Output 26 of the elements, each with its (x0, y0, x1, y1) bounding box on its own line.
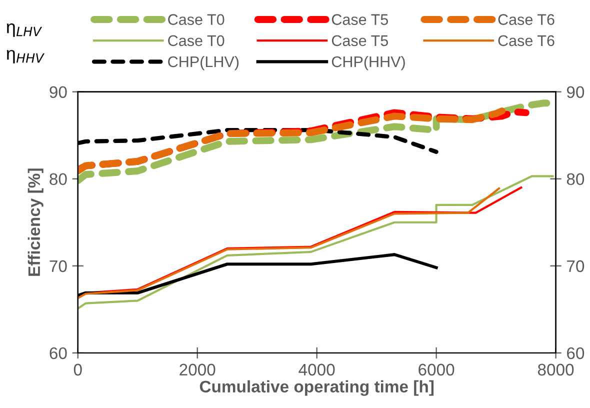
legend-label: Case T0 (168, 35, 224, 46)
y2-tick-label: 60 (567, 347, 584, 360)
text: η$_{LHV}$ (6, 23, 42, 37)
legend-label: Case T5 (332, 35, 388, 46)
x-axis-title: Cumulative operating time [h] (200, 380, 434, 396)
text: η$_{HHV}$ (6, 50, 45, 64)
x-tick-label: 6000 (418, 364, 454, 376)
y2-tick-label: 70 (567, 260, 584, 272)
x-tick-label: 2000 (180, 364, 216, 376)
legend-label: Case T6 (498, 35, 554, 46)
x-tick-label: 4000 (298, 364, 335, 376)
y-tick-label: 90 (50, 86, 67, 98)
y-tick-label: 70 (50, 260, 67, 272)
y2-tick-label: 80 (566, 173, 584, 186)
y-tick-label: 60 (50, 347, 67, 360)
legend-label: Case T0 (168, 14, 224, 25)
legend-label: Case T5 (332, 14, 388, 25)
x-tick-label: 0 (74, 364, 82, 376)
y-axis-title: Efficiency [%] (28, 168, 44, 276)
legend-label: Case T6 (498, 14, 554, 25)
line-series (78, 175, 554, 310)
y2-tick-label: 90 (566, 86, 584, 98)
x-tick-label: 8000 (538, 364, 574, 376)
legend-label: CHP(HHV) (332, 56, 405, 70)
y-tick-label: 80 (50, 173, 67, 186)
legend-label: CHP(LHV) (168, 56, 239, 70)
